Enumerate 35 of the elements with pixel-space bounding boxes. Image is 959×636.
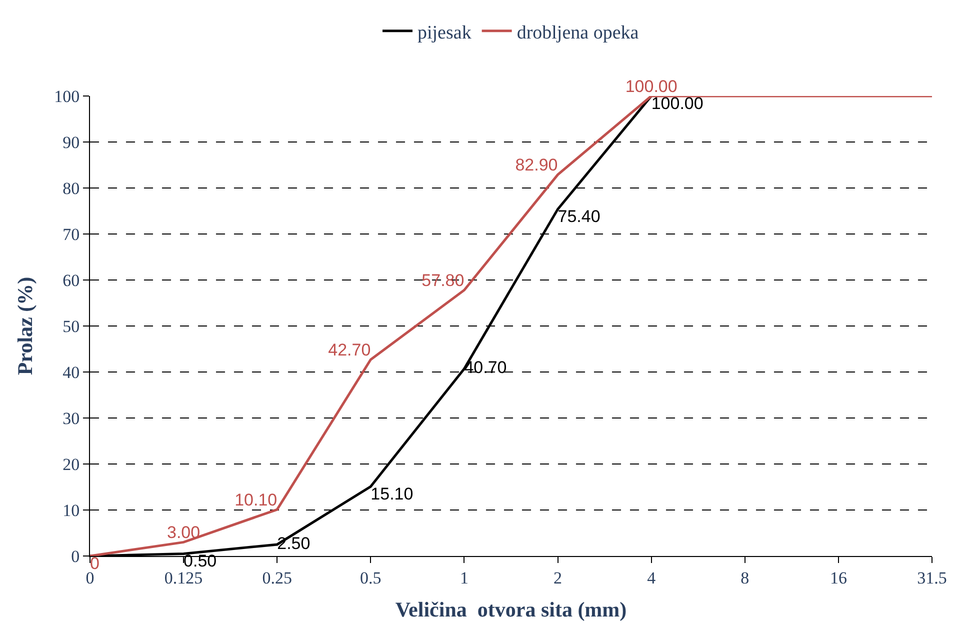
y-tick-label: 20 — [62, 454, 80, 474]
x-axis-title: Veličina otvora sita (mm) — [395, 598, 627, 622]
data-label: 100.00 — [651, 94, 704, 113]
legend-label: pijesak — [418, 22, 472, 44]
data-label: 3.00 — [167, 522, 200, 542]
y-tick-label: 10 — [62, 500, 80, 520]
y-tick-label: 90 — [62, 132, 80, 152]
x-tick-label: 0.25 — [262, 568, 292, 588]
data-label: 10.10 — [234, 490, 278, 510]
y-tick-label: 70 — [62, 224, 80, 244]
data-label: 82.90 — [515, 155, 558, 174]
y-tick-label: 0 — [71, 546, 80, 566]
data-label: 100.00 — [625, 76, 678, 96]
data-label: 15.10 — [370, 484, 414, 504]
x-tick-label: 31.5 — [917, 568, 947, 588]
x-tick-label: 1 — [460, 568, 468, 588]
x-tick-label: 0.5 — [360, 568, 382, 588]
x-tick-label: 0.125 — [164, 568, 203, 588]
y-tick-label: 40 — [62, 362, 80, 382]
y-tick-label: 100 — [54, 86, 80, 106]
legend-label: drobljena opeka — [516, 22, 640, 44]
x-tick-label: 4 — [647, 568, 656, 588]
y-tick-label: 80 — [62, 178, 80, 198]
x-tick-label: 16 — [830, 568, 847, 588]
y-tick-label: 60 — [62, 270, 80, 290]
y-tick-label: 50 — [62, 316, 80, 336]
data-label: 2.50 — [277, 534, 310, 553]
x-tick-label: 2 — [554, 568, 562, 588]
y-axis-title: Prolaz (%) — [13, 276, 38, 376]
data-label: 75.40 — [558, 206, 600, 226]
y-tick-label: 30 — [62, 408, 80, 428]
data-label: 42.70 — [328, 340, 371, 360]
data-label: 40.70 — [464, 358, 507, 378]
x-tick-label: 8 — [740, 568, 750, 588]
data-label: 57.80 — [422, 270, 464, 290]
